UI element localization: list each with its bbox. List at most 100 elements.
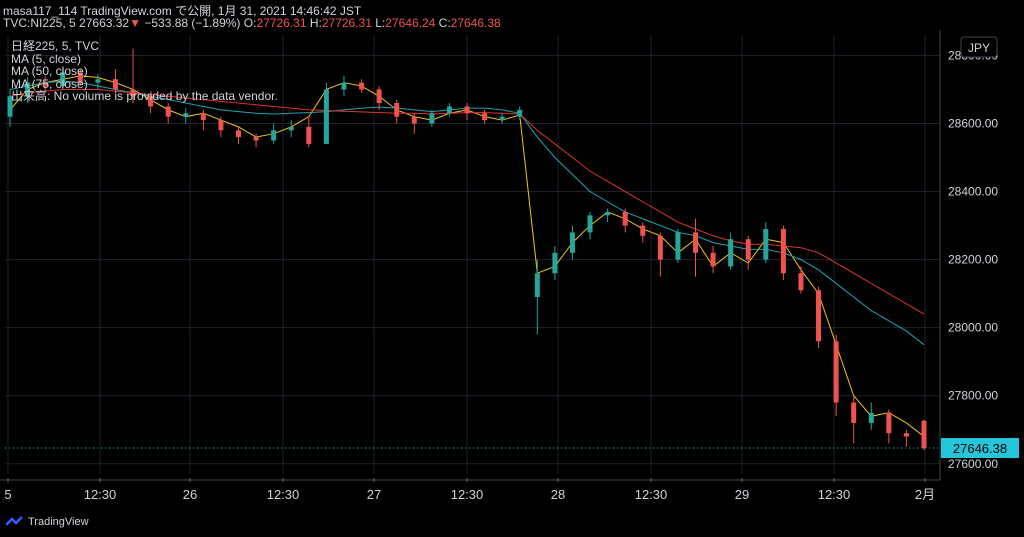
currency-button[interactable] — [960, 36, 998, 58]
last-price: 27663.32 — [79, 16, 130, 30]
candle-body — [640, 225, 646, 236]
candle-body — [569, 232, 575, 253]
indicator-legend: 日経225, 5, TVC MA (5, close) MA (50, clos… — [11, 40, 278, 103]
candle-body — [7, 96, 13, 117]
candle-body — [95, 79, 101, 83]
candle-body — [710, 252, 716, 267]
candle-body — [798, 273, 804, 291]
legend-volume[interactable]: 出来高: No volume is provided by the data v… — [11, 89, 278, 103]
candle-body — [341, 82, 347, 90]
l-label: L: — [371, 16, 386, 30]
candle-body — [271, 130, 277, 141]
x-tick-label: 2月 — [915, 487, 935, 502]
candle-body — [657, 235, 663, 260]
candle-body — [464, 106, 470, 114]
legend-ma50[interactable]: MA (50, close) — [11, 64, 88, 78]
candle-body — [183, 113, 189, 117]
candle-body — [816, 290, 822, 342]
candle-body — [148, 96, 154, 107]
candle-body — [693, 232, 698, 253]
tradingview-icon — [6, 516, 23, 526]
legend-symbol: 日経225, 5, TVC — [11, 39, 100, 53]
tradingview-brand: TradingView — [28, 516, 89, 528]
candle-body — [851, 402, 857, 423]
x-tick-label: 27 — [367, 487, 381, 502]
x-tick-label: 12:30 — [84, 487, 117, 502]
open-value: 27726.31 — [256, 16, 307, 30]
x-tick-label: 12:30 — [451, 487, 484, 502]
last-price-tag-label: 27646.38 — [953, 441, 1007, 456]
y-tick-label: 28600.00 — [948, 116, 998, 130]
candle-body — [482, 113, 488, 121]
candle-body — [921, 420, 927, 449]
candle-body — [306, 126, 312, 144]
candle-body — [165, 106, 171, 117]
last-price-tag — [941, 438, 1019, 459]
symbol: TVC:NI225, 5 — [3, 16, 76, 30]
o-label: O: — [240, 16, 257, 30]
candle-body — [394, 103, 400, 117]
change-arrow-icon: ▼ — [129, 16, 141, 30]
candle-body — [25, 82, 31, 97]
y-tick-label: 28200.00 — [948, 253, 998, 267]
candle-body — [236, 130, 241, 138]
currency-button-label[interactable]: JPY — [968, 41, 990, 55]
candle-body — [200, 113, 206, 121]
candle-body — [77, 72, 83, 83]
legend-ma75[interactable]: MA (75, close) — [11, 76, 88, 91]
publish-line: masa117_114 TradingView.com で公開, 1月 31, … — [3, 4, 362, 18]
x-tick-label: 26 — [183, 487, 197, 502]
candle-body — [130, 89, 136, 97]
candle-body — [675, 232, 681, 260]
x-tick-label: 12:30 — [267, 487, 300, 502]
candle-body — [763, 228, 769, 260]
candle-body — [534, 273, 540, 298]
low-value: 27646.24 — [385, 16, 436, 30]
candle-body — [42, 82, 48, 87]
candle-body — [218, 120, 224, 131]
candle-body — [60, 72, 66, 87]
candle-body — [903, 433, 909, 437]
y-tick-label: 27800.00 — [948, 389, 998, 403]
y-tick-label: 28000.00 — [948, 321, 998, 335]
candle-body — [745, 239, 751, 260]
c-label: C: — [435, 16, 451, 30]
candle-body — [288, 126, 294, 131]
legend-ma5[interactable]: MA (5, close) — [11, 51, 82, 66]
candle-body — [728, 239, 734, 267]
candle-body — [517, 109, 523, 117]
candle-body — [886, 412, 892, 434]
symbol-ohlc-line: TVC:NI225, 5 27663.32▼ −533.88 (−1.89%) … — [3, 16, 501, 30]
candle-body — [359, 82, 365, 90]
price-chart[interactable]: 27600.00 27800.00 28000.00 28200.00 28400.00… — [0, 30, 1024, 510]
tradingview-logo[interactable]: TradingView — [6, 516, 89, 528]
candle-body — [552, 252, 558, 274]
top-info-bar: masa117_114 TradingView.com で公開, 1月 31, … — [0, 0, 1024, 30]
change: −533.88 (−1.89%) — [144, 16, 241, 30]
x-tick-label: 12:30 — [818, 487, 851, 502]
y-tick-label: 27600.00 — [948, 457, 998, 471]
x-tick-label: 12:30 — [635, 487, 668, 502]
y-tick-label: 28400.00 — [948, 185, 998, 199]
h-label: H: — [306, 16, 322, 30]
candle-body — [446, 106, 452, 114]
x-tick-label: 29 — [735, 487, 749, 502]
x-tick-label: 5 — [4, 487, 11, 502]
x-tick-label: 28 — [551, 487, 565, 502]
candle-body — [411, 116, 417, 124]
candle-body — [587, 215, 593, 233]
candle-body — [605, 211, 611, 216]
high-value: 27726.31 — [321, 16, 372, 30]
candle-body — [868, 412, 874, 423]
candle-body — [323, 89, 329, 144]
candle-body — [112, 79, 118, 90]
candle-body — [429, 113, 435, 124]
candle-body — [499, 116, 505, 121]
candle-body — [376, 89, 382, 104]
candle-body — [622, 211, 628, 226]
candle-body — [253, 137, 259, 141]
candle-body — [780, 228, 786, 274]
candle-body — [833, 341, 839, 403]
footer: TradingView — [0, 510, 1024, 537]
close-value: 27646.38 — [450, 16, 501, 30]
